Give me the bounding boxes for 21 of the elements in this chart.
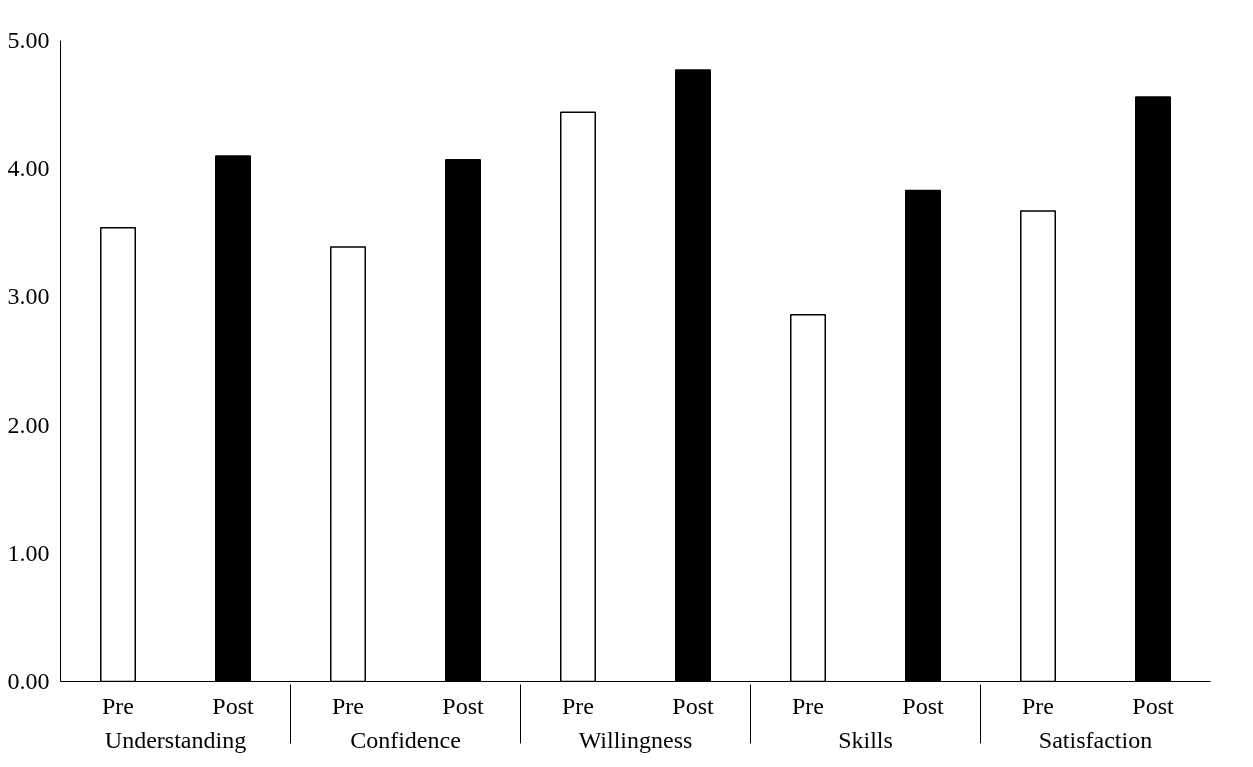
- y-tick-label: 3.00: [7, 283, 50, 310]
- text: Pre: [562, 692, 594, 719]
- text: Post: [212, 692, 254, 719]
- y-tick-label: 0.00: [7, 668, 50, 694]
- text: Post: [1132, 692, 1174, 719]
- text: Pre: [1022, 692, 1054, 719]
- y-tick-label: 2.00: [7, 411, 50, 438]
- x-tick-label: Confidence: [350, 726, 461, 753]
- text: Post: [902, 692, 944, 719]
- x-tick-label: Satisfaction: [1038, 726, 1153, 753]
- series-label: Post: [672, 692, 715, 719]
- x-tick-label: Willingness: [578, 726, 693, 753]
- x-tick-label: Skills: [838, 726, 893, 753]
- text: Post: [442, 692, 484, 719]
- y-tick-label: 5.00: [7, 27, 50, 53]
- x-tick-label: Understanding: [104, 726, 247, 753]
- text: Pre: [332, 692, 364, 719]
- text: Pre: [792, 692, 824, 719]
- y-tick-label: 4.00: [7, 155, 50, 182]
- y-tick-label: 1.00: [7, 539, 50, 566]
- series-label: Pre: [102, 692, 134, 719]
